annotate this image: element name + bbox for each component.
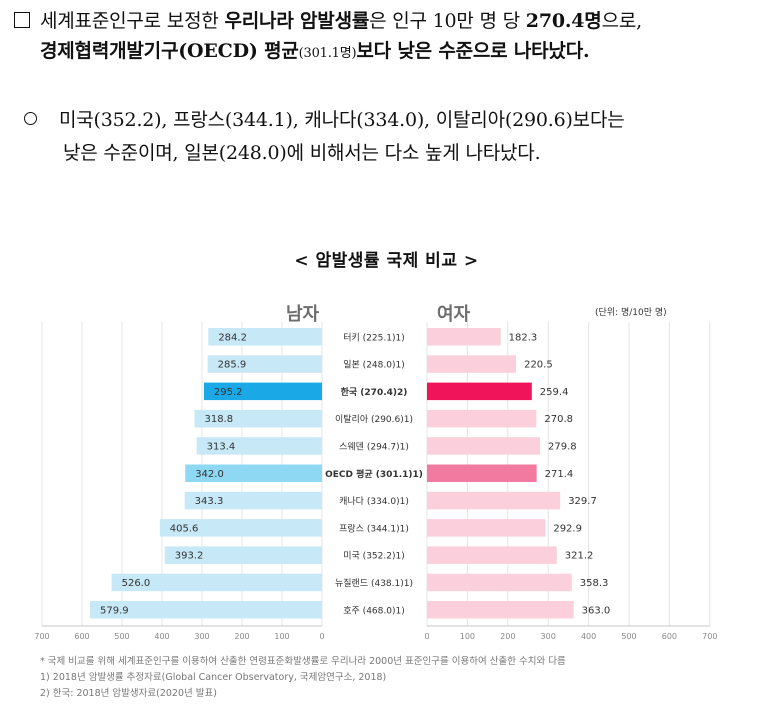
female-value-label: 363.0 xyxy=(582,605,611,616)
footnote-1: 1) 2018년 암발생률 추정자료(Global Cancer Observa… xyxy=(40,672,387,683)
country-label: 일본 (248.0)1) xyxy=(343,360,404,371)
paragraph-detail: 미국(352.2), 프랑스(344.1), 캐나다(334.0), 이탈리아(… xyxy=(20,104,770,170)
female-bar xyxy=(427,601,574,619)
country-label: 스웨덴 (294.7)1) xyxy=(339,440,409,452)
male-bar xyxy=(184,491,322,510)
male-value-label: 405.6 xyxy=(170,523,199,534)
male-bar xyxy=(208,328,322,346)
male-value-label: 285.9 xyxy=(218,360,247,371)
female-tick-label: 0 xyxy=(424,632,429,641)
footnotes: * 국제 비교를 위해 세계표준인구를 이용하여 산출한 연령표준화발생률로 우… xyxy=(40,654,566,702)
male-value-label: 579.9 xyxy=(100,605,129,616)
male-tick-label: 400 xyxy=(154,632,169,641)
male-bar xyxy=(90,601,322,619)
male-value-label: 342.0 xyxy=(195,469,224,480)
country-label: 프랑스 (344.1)1) xyxy=(339,522,409,534)
unit-label: (단위: 명/10만 명) xyxy=(595,308,667,318)
female-value-label: 321.2 xyxy=(565,551,594,562)
male-bar xyxy=(159,519,322,537)
female-tick-label: 500 xyxy=(621,632,636,641)
male-tick-label: 600 xyxy=(74,632,89,641)
female-value-label: 270.8 xyxy=(544,414,573,425)
male-value-label: 313.4 xyxy=(207,441,236,452)
female-bar xyxy=(427,546,557,564)
female-tick-label: 300 xyxy=(541,632,556,641)
male-bar xyxy=(203,382,322,401)
female-value-label: 220.5 xyxy=(524,360,553,371)
female-value-label: 182.3 xyxy=(509,332,538,343)
male-tick-label: 500 xyxy=(114,632,129,641)
para1-bold-value: 270.4명 xyxy=(525,10,602,32)
male-tick-label: 100 xyxy=(274,632,289,641)
female-value-label: 358.3 xyxy=(580,578,609,589)
female-value-label: 271.4 xyxy=(545,469,574,480)
male-value-label: 526.0 xyxy=(122,578,151,589)
male-bar xyxy=(196,437,322,455)
country-label: 이탈리아 (290.6)1) xyxy=(335,414,413,425)
female-tick-label: 200 xyxy=(500,632,515,641)
male-bar xyxy=(194,409,322,428)
para1-mid2: 으로, xyxy=(601,10,643,32)
bullet-circle-icon xyxy=(24,112,37,125)
female-tick-label: 700 xyxy=(702,632,717,641)
male-value-label: 318.8 xyxy=(204,414,233,425)
male-tick-label: 0 xyxy=(319,632,324,641)
country-label: OECD 평균 (301.1)1) xyxy=(325,468,423,480)
female-bar xyxy=(427,328,501,346)
male-tick-label: 200 xyxy=(234,632,249,641)
female-bar xyxy=(427,382,532,401)
country-label: 터키 (225.1)1) xyxy=(343,332,404,343)
male-value-label: 343.3 xyxy=(195,496,224,507)
country-label: 한국 (270.4)2) xyxy=(341,386,408,398)
female-value-label: 259.4 xyxy=(540,387,569,398)
butterfly-bar-chart: 700 600 500 400 300 200 100 0 0 100 200 300 400 500 60… xyxy=(34,322,717,641)
chart-title: < 암발생률 국제 비교 > xyxy=(294,251,479,271)
female-tick-label: 100 xyxy=(460,632,475,641)
country-label: 캐나다 (334.0)1) xyxy=(339,496,409,507)
male-bar xyxy=(185,464,322,482)
female-bar xyxy=(427,464,537,482)
para2-line1: 미국(352.2), 프랑스(344.1), 캐나다(334.0), 이탈리아(… xyxy=(59,109,625,131)
male-value-label: 284.2 xyxy=(218,332,247,343)
female-bar xyxy=(427,519,546,537)
female-bar xyxy=(427,437,541,455)
male-bar xyxy=(164,546,322,564)
footnote-2: 2) 한국: 2018년 암발생자료(2020년 발표) xyxy=(40,688,217,699)
male-tick-label: 300 xyxy=(194,632,209,641)
female-header: 여자 xyxy=(437,304,471,325)
male-bar xyxy=(111,573,322,592)
country-label: 호주 (468.0)1) xyxy=(343,605,404,616)
male-header: 남자 xyxy=(286,304,320,325)
para1-prefix: 세계표준인구로 보정한 xyxy=(40,10,225,32)
female-tick-label: 400 xyxy=(581,632,596,641)
female-tick-label: 600 xyxy=(662,632,677,641)
female-value-label: 329.7 xyxy=(568,496,597,507)
para1-bold-korea: 우리나라 암발생률 xyxy=(224,10,370,32)
male-bar xyxy=(207,355,322,373)
country-label: 뉴질랜드 (438.1)1) xyxy=(335,577,413,589)
para1-bold-oecd: 경제협력개발기구(OECD) 평균 xyxy=(40,40,299,62)
para1-bold-conclusion: 보다 낮은 수준으로 나타났다. xyxy=(356,40,590,62)
male-value-label: 295.2 xyxy=(214,387,243,398)
female-bar xyxy=(427,355,517,373)
footnote-star: * 국제 비교를 위해 세계표준인구를 이용하여 산출한 연령표준화발생률로 우… xyxy=(40,656,566,667)
female-value-label: 292.9 xyxy=(553,523,582,534)
paragraph-main: 세계표준인구로 보정한 우리나라 암발생률은 인구 10만 명 당 270.4명… xyxy=(10,6,770,69)
checkbox-square-icon xyxy=(14,12,30,28)
female-bar xyxy=(427,409,537,428)
male-value-label: 393.2 xyxy=(175,551,204,562)
female-value-label: 279.8 xyxy=(548,441,577,452)
male-tick-label: 700 xyxy=(34,632,49,641)
para1-mid1: 은 인구 10만 명 당 xyxy=(369,10,526,32)
para2-line2: 낮은 수준이며, 일본(248.0)에 비해서는 다소 높게 나타났다. xyxy=(63,142,541,164)
para1-oecd-value: (301.1명) xyxy=(298,46,357,61)
female-bar xyxy=(427,573,572,592)
female-bar xyxy=(427,491,561,510)
country-label: 미국 (352.2)1) xyxy=(343,551,404,562)
